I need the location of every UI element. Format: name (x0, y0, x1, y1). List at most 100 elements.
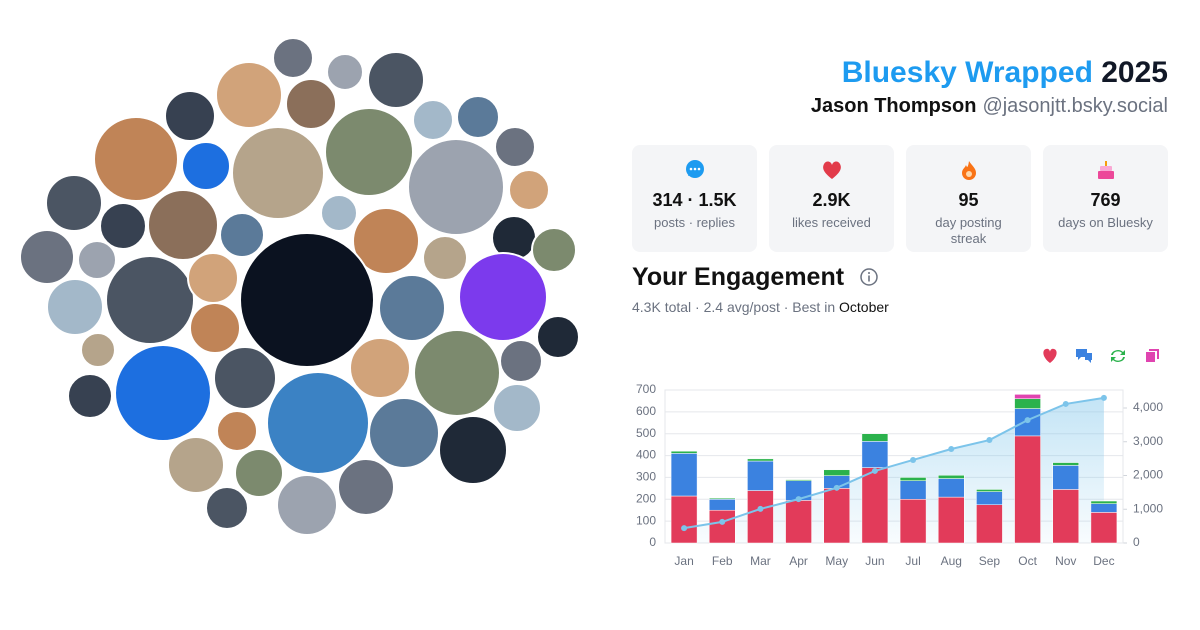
bar-segment (938, 474, 965, 479)
stat-value: 769 (1090, 190, 1121, 210)
title-text: Bluesky Wrapped (841, 56, 1093, 89)
bar-segment (747, 458, 774, 462)
y-tick-label: 600 (636, 404, 656, 418)
avatar (412, 99, 454, 141)
line-point (757, 505, 764, 512)
bar-segment (1090, 512, 1118, 544)
stat-label: posts · replies (654, 215, 735, 230)
avatar (167, 436, 225, 494)
avatar (326, 53, 364, 91)
line (683, 396, 1105, 530)
avatar (499, 339, 543, 383)
summary: 4.3K total · 2.4 avg/post · Best in Octo… (632, 299, 889, 315)
avatar (407, 138, 505, 236)
user-handle: @jasonjtt.bsky.social (982, 95, 1168, 117)
section-title: Your Engagement (632, 263, 879, 292)
bar-segment (1052, 465, 1079, 490)
line-point (833, 484, 840, 491)
bar-segment (1014, 394, 1041, 399)
legend-icon (1076, 349, 1092, 363)
avatar (105, 255, 195, 345)
avatar (536, 315, 580, 359)
info-icon[interactable] (859, 267, 879, 287)
bar-segment (938, 496, 965, 544)
y-tick-label: 500 (636, 426, 656, 440)
y-tick-label: 100 (636, 513, 656, 527)
y-tick-label: 200 (636, 491, 656, 505)
line-point (1024, 417, 1031, 424)
line-area (684, 397, 1104, 543)
avatar (531, 227, 577, 273)
avatar (272, 37, 314, 79)
avatar (367, 51, 425, 109)
x-tick-label: Feb (712, 554, 733, 568)
stat-label: day posting streak (935, 215, 1002, 246)
avatar (147, 189, 219, 261)
icon (822, 161, 841, 179)
avatar (213, 346, 277, 410)
avatar (349, 337, 411, 399)
bar-segment (670, 453, 698, 497)
line-point (1062, 400, 1069, 407)
bar-segment (747, 460, 774, 491)
avatar (368, 397, 440, 469)
avatar (93, 116, 179, 202)
stat-value: 95 (958, 190, 979, 210)
bar-segment (1090, 503, 1118, 513)
avatar (337, 458, 395, 516)
stat-label: days on Bluesky (1058, 215, 1153, 230)
avatar (114, 344, 212, 442)
x-tick-label: Jan (674, 554, 693, 568)
section-title-text: Your Engagement (632, 263, 845, 291)
legend-icon (1043, 348, 1057, 363)
stat-card: 95 day posting streak (906, 145, 1031, 252)
avatar (67, 373, 113, 419)
avatar (239, 232, 375, 368)
avatar (187, 252, 239, 304)
avatar (45, 174, 103, 232)
title: Bluesky Wrapped 2025 (842, 56, 1168, 90)
bar-segment (861, 433, 889, 442)
chart: 0 100 200 300 400 500 600 700 0 1,000 2,000 3,000 4,… (636, 348, 1163, 568)
x-tick-label: May (825, 554, 848, 568)
avatar (189, 302, 241, 354)
icon (685, 160, 704, 178)
avatar (458, 252, 548, 342)
avatar (266, 371, 370, 475)
bar-segment (785, 479, 812, 481)
stat-value: 314 · 1.5K (652, 190, 737, 210)
bar-segment (899, 477, 927, 481)
avatar (99, 202, 147, 250)
avatar (216, 410, 258, 452)
user: Jason Thompson @jasonjtt.bsky.social (811, 95, 1168, 118)
bar-segment (1052, 462, 1079, 466)
line-point (910, 456, 917, 463)
avatar (413, 329, 501, 417)
avatar (77, 240, 117, 280)
x-tick-label: Mar (750, 554, 771, 568)
avatar (276, 474, 338, 536)
avatar (352, 207, 420, 275)
x-tick-label: Dec (1093, 554, 1114, 568)
stat-label: likes received (792, 215, 871, 230)
bar-segment (670, 495, 698, 544)
bar-segment (823, 469, 850, 476)
avatar (320, 194, 358, 232)
line-point (681, 525, 688, 532)
best-month: October (839, 299, 889, 315)
y-tick-label: 300 (636, 470, 656, 484)
y2-tick-label: 1,000 (1133, 501, 1163, 515)
x-tick-label: Aug (941, 554, 962, 568)
x-tick-label: Nov (1055, 554, 1076, 568)
x-tick-label: Oct (1018, 554, 1037, 568)
user-name: Jason Thompson (810, 95, 977, 117)
avatar (19, 229, 75, 285)
line-point (1100, 394, 1107, 401)
avatar (46, 278, 104, 336)
x-tick-label: Jul (905, 554, 920, 568)
avatar (219, 212, 265, 258)
avatar (231, 126, 325, 220)
line-point (719, 518, 726, 525)
summary-text: 4.3K total · 2.4 avg/post · Best in (632, 299, 836, 315)
